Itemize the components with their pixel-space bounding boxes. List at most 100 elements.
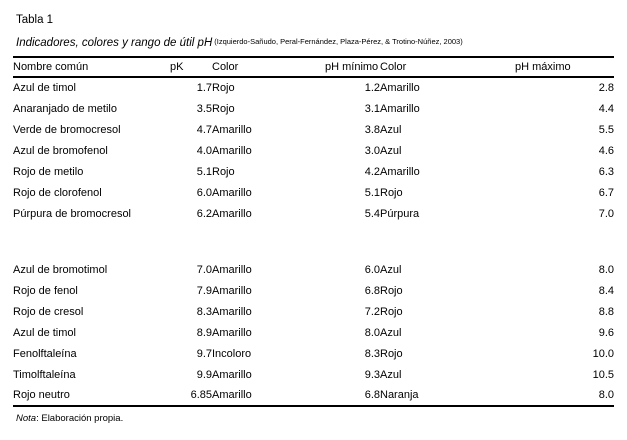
cell-color-max: Azul bbox=[380, 144, 402, 157]
cell-ph-min: 3.0 bbox=[364, 144, 380, 157]
cell-color-max: Rojo bbox=[380, 347, 403, 360]
cell-pk: 3.5 bbox=[196, 102, 212, 115]
cell-ph-max: 5.5 bbox=[598, 123, 614, 136]
cell-ph-min: 4.2 bbox=[364, 165, 380, 178]
cell-nombre: Anaranjado de metilo bbox=[13, 102, 117, 115]
table-block-spacer bbox=[13, 224, 614, 259]
cell-nombre: Azul de bromofenol bbox=[13, 144, 108, 157]
cell-color-min: Amarillo bbox=[212, 284, 252, 297]
note-text: : Elaboración propia. bbox=[36, 413, 124, 424]
cell-color-max: Azul bbox=[380, 123, 402, 136]
cell-ph-max: 8.8 bbox=[598, 305, 614, 318]
column-header-color-2: Color bbox=[380, 61, 407, 73]
caption-citation: (Izquierdo-Sañudo, Peral-Fernández, Plaz… bbox=[214, 37, 463, 46]
cell-nombre: Rojo de fenol bbox=[13, 284, 78, 297]
cell-ph-min: 9.3 bbox=[364, 368, 380, 381]
cell-ph-min: 8.0 bbox=[364, 326, 380, 339]
column-header-ph-minimo: pH mínimo bbox=[325, 61, 379, 73]
cell-ph-max: 4.4 bbox=[598, 102, 614, 115]
cell-nombre: Rojo de metilo bbox=[13, 165, 84, 178]
column-header-pk: pK bbox=[170, 61, 184, 73]
table-row: Verde de bromocresol 4.7 Amarillo 3.8 Az… bbox=[13, 119, 614, 140]
cell-ph-max: 10.0 bbox=[592, 347, 614, 360]
cell-ph-min: 7.2 bbox=[364, 305, 380, 318]
cell-nombre: Verde de bromocresol bbox=[13, 123, 121, 136]
cell-pk: 6.0 bbox=[196, 186, 212, 199]
cell-color-min: Amarillo bbox=[212, 263, 252, 276]
cell-pk: 9.7 bbox=[196, 347, 212, 360]
cell-ph-max: 9.6 bbox=[598, 326, 614, 339]
cell-color-max: Rojo bbox=[380, 305, 403, 318]
cell-ph-min: 6.8 bbox=[364, 389, 380, 401]
cell-ph-max: 6.7 bbox=[598, 186, 614, 199]
note-label: Nota bbox=[16, 413, 37, 424]
cell-color-min: Incoloro bbox=[212, 347, 252, 360]
cell-ph-max: 6.3 bbox=[598, 165, 614, 178]
table-row: Anaranjado de metilo 3.5 Rojo 3.1 Amaril… bbox=[13, 98, 614, 119]
cell-color-max: Azul bbox=[380, 263, 402, 276]
caption-text: Indicadores, colores y rango de útil pH bbox=[16, 37, 213, 49]
cell-color-max: Amarillo bbox=[380, 102, 420, 115]
table-row: Azul de timol 1.7 Rojo 1.2 Amarillo 2.8 bbox=[13, 77, 614, 98]
cell-color-min: Rojo bbox=[212, 82, 235, 94]
cell-nombre: Azul de bromotimol bbox=[13, 263, 108, 276]
cell-pk: 6.85 bbox=[190, 389, 212, 401]
table-row: Rojo neutro 6.85 Amarillo 6.8 Naranja 8.… bbox=[13, 385, 614, 406]
table-row: Rojo de cresol 8.3 Amarillo 7.2 Rojo 8.8 bbox=[13, 301, 614, 322]
cell-color-min: Amarillo bbox=[212, 123, 252, 136]
table-caption: Indicadores, colores y rango de útil pH(… bbox=[16, 36, 463, 51]
cell-ph-max: 8.0 bbox=[598, 389, 614, 401]
cell-nombre: Fenolftaleína bbox=[13, 347, 77, 360]
cell-nombre: Púrpura de bromocresol bbox=[13, 207, 132, 220]
cell-ph-min: 3.1 bbox=[364, 102, 380, 115]
column-header-color-1: Color bbox=[212, 61, 239, 73]
cell-color-max: Azul bbox=[380, 326, 402, 339]
cell-color-min: Amarillo bbox=[212, 368, 252, 381]
cell-pk: 5.1 bbox=[196, 165, 212, 178]
cell-pk: 4.0 bbox=[196, 144, 212, 157]
cell-nombre: Rojo de cresol bbox=[13, 305, 84, 318]
cell-ph-min: 5.1 bbox=[364, 186, 380, 199]
table-row: Azul de bromofenol 4.0 Amarillo 3.0 Azul… bbox=[13, 140, 614, 161]
cell-color-min: Amarillo bbox=[212, 207, 252, 220]
cell-ph-min: 3.8 bbox=[364, 123, 380, 136]
cell-nombre: Azul de timol bbox=[13, 82, 76, 94]
table-row: Azul de timol 8.9 Amarillo 8.0 Azul 9.6 bbox=[13, 322, 614, 343]
cell-color-min: Rojo bbox=[212, 165, 235, 178]
cell-ph-max: 4.6 bbox=[598, 144, 614, 157]
table-row: Púrpura de bromocresol 6.2 Amarillo 5.4 … bbox=[13, 203, 614, 224]
cell-ph-max: 8.4 bbox=[598, 284, 614, 297]
cell-color-max: Púrpura bbox=[380, 207, 420, 220]
cell-pk: 4.7 bbox=[196, 123, 212, 136]
cell-ph-min: 1.2 bbox=[364, 82, 380, 94]
cell-ph-max: 8.0 bbox=[598, 263, 614, 276]
cell-color-min: Amarillo bbox=[212, 186, 252, 199]
cell-pk: 1.7 bbox=[196, 82, 212, 94]
column-header-nombre-comun: Nombre común bbox=[13, 61, 89, 73]
cell-nombre: Timolftaleína bbox=[13, 368, 76, 381]
cell-color-max: Rojo bbox=[380, 284, 403, 297]
table-note: Nota: Elaboración propia. bbox=[16, 413, 123, 425]
table-number-title: Tabla 1 bbox=[16, 14, 54, 26]
cell-ph-max: 7.0 bbox=[598, 207, 614, 220]
table-row: Rojo de clorofenol 6.0 Amarillo 5.1 Rojo… bbox=[13, 182, 614, 203]
cell-pk: 9.9 bbox=[196, 368, 212, 381]
column-header-ph-maximo: pH máximo bbox=[515, 61, 571, 73]
cell-nombre: Azul de timol bbox=[13, 326, 76, 339]
cell-pk: 8.9 bbox=[196, 326, 212, 339]
cell-color-max: Naranja bbox=[380, 389, 419, 401]
table-row: Azul de bromotimol 7.0 Amarillo 6.0 Azul… bbox=[13, 259, 614, 280]
table-row: Timolftaleína 9.9 Amarillo 9.3 Azul 10.5 bbox=[13, 364, 614, 385]
cell-ph-min: 5.4 bbox=[364, 207, 380, 220]
cell-ph-min: 6.8 bbox=[364, 284, 380, 297]
cell-color-min: Amarillo bbox=[212, 389, 252, 401]
cell-pk: 6.2 bbox=[196, 207, 212, 220]
cell-pk: 7.0 bbox=[196, 263, 212, 276]
cell-nombre: Rojo neutro bbox=[13, 389, 70, 401]
table-row: Rojo de metilo 5.1 Rojo 4.2 Amarillo 6.3 bbox=[13, 161, 614, 182]
table-header-row: Nombre común pK Color pH mínimo Color pH… bbox=[13, 57, 614, 77]
cell-color-max: Amarillo bbox=[380, 82, 420, 94]
cell-color-min: Rojo bbox=[212, 102, 235, 115]
cell-color-max: Azul bbox=[380, 368, 402, 381]
